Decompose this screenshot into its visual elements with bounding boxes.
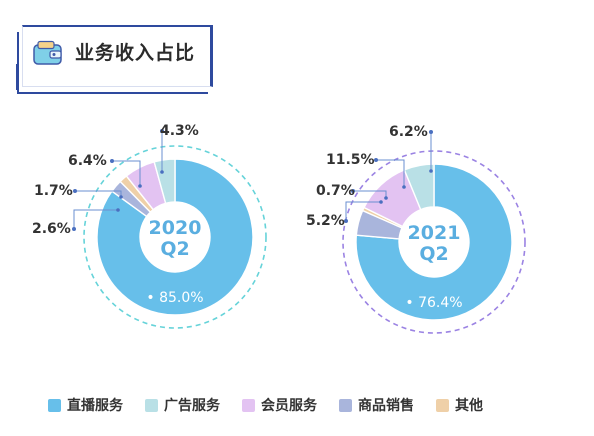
leader-end-2020-2 bbox=[138, 184, 142, 188]
leader-line-2020-3 bbox=[73, 209, 118, 229]
value-label-2021-1: 6.2% bbox=[389, 124, 428, 140]
legend-swatch bbox=[436, 398, 449, 412]
legend-label: 广告服务 bbox=[164, 398, 220, 414]
legend-item-3: 商品销售 bbox=[339, 395, 414, 415]
legend-label: 会员服务 bbox=[261, 398, 317, 414]
leader-dot-2021-2 bbox=[374, 158, 378, 162]
value-label-2020-3: 2.6% bbox=[32, 221, 71, 237]
center-label-2021-1: Q2 bbox=[419, 243, 448, 265]
leader-end-2020-1 bbox=[160, 170, 164, 174]
value-label-2021-3: 5.2% bbox=[306, 213, 345, 229]
value-label-2020-0: • 85.0% bbox=[146, 290, 203, 306]
wallet-icon bbox=[33, 40, 62, 65]
legend-item-1: 广告服务 bbox=[145, 395, 220, 415]
value-label-2021-0: • 76.4% bbox=[405, 295, 462, 311]
legend-swatch bbox=[242, 398, 255, 412]
value-label-2021-4: 0.7% bbox=[316, 183, 355, 199]
leader-line-2020-2 bbox=[112, 160, 141, 186]
center-label-2021-0: 2021 bbox=[408, 222, 461, 244]
value-label-2020-4: 1.7% bbox=[34, 183, 73, 199]
leader-dot-2021-4 bbox=[351, 189, 355, 193]
leader-line-2021-2 bbox=[376, 159, 405, 187]
leader-end-2021-1 bbox=[429, 169, 433, 173]
leader-end-2020-4 bbox=[119, 195, 123, 199]
center-label-2020-1: Q2 bbox=[160, 238, 189, 260]
leader-dot-2020-3 bbox=[72, 227, 76, 231]
legend: 直播服务 广告服务 会员服务 商品销售 其他 bbox=[48, 394, 483, 416]
leader-end-2021-4 bbox=[384, 196, 388, 200]
legend-label: 其他 bbox=[455, 398, 483, 414]
value-label-2020-2: 6.4% bbox=[68, 153, 107, 169]
title-accent bbox=[16, 64, 30, 90]
dashed-ring-2021 bbox=[342, 150, 526, 334]
leader-dot-2021-3 bbox=[344, 219, 348, 223]
leader-end-2020-3 bbox=[116, 208, 120, 212]
donut-hole bbox=[399, 207, 469, 277]
value-label-2020-1: 4.3% bbox=[160, 123, 199, 139]
leader-end-2021-3 bbox=[379, 200, 383, 204]
leader-dot-2020-4 bbox=[73, 189, 77, 193]
leader-end-2021-2 bbox=[402, 185, 406, 189]
page-title: 业务收入占比 bbox=[75, 42, 196, 64]
leader-dot-2020-2 bbox=[110, 159, 114, 163]
leader-dot-2020-1 bbox=[160, 129, 164, 133]
center-label-2020-0: 2020 bbox=[149, 217, 202, 239]
leader-line-2020-4 bbox=[75, 190, 122, 197]
leader-line-2021-4 bbox=[353, 190, 387, 198]
value-label-2021-2: 11.5% bbox=[326, 152, 375, 168]
leader-dot-2021-1 bbox=[429, 130, 433, 134]
donut-hole bbox=[140, 202, 210, 272]
legend-item-4: 其他 bbox=[436, 395, 483, 415]
legend-item-2: 会员服务 bbox=[242, 395, 317, 415]
legend-swatch bbox=[48, 398, 61, 412]
legend-label: 直播服务 bbox=[67, 398, 123, 414]
dashed-ring-2020 bbox=[83, 145, 267, 329]
legend-item-0: 直播服务 bbox=[48, 395, 123, 415]
title-box: 业务收入占比 bbox=[22, 25, 213, 87]
legend-swatch bbox=[145, 398, 158, 412]
legend-label: 商品销售 bbox=[358, 398, 414, 414]
legend-swatch bbox=[339, 398, 352, 412]
leader-line-2021-3 bbox=[345, 201, 381, 221]
